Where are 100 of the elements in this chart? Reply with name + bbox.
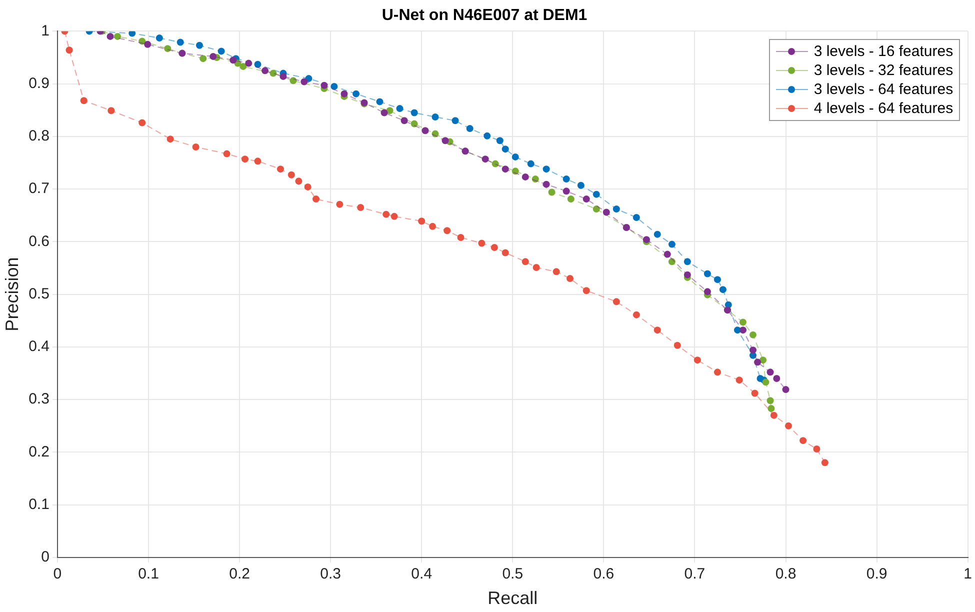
point xyxy=(548,188,556,196)
point xyxy=(376,98,384,106)
point xyxy=(396,105,404,112)
point xyxy=(380,109,388,116)
point xyxy=(502,166,509,173)
point xyxy=(490,244,498,251)
point xyxy=(340,90,348,98)
point xyxy=(759,356,766,364)
point xyxy=(582,287,590,294)
legend-label: 4 levels - 64 features xyxy=(814,100,954,118)
point xyxy=(410,109,418,116)
point xyxy=(108,107,115,114)
point xyxy=(694,356,701,364)
x-tick-label: 0.3 xyxy=(320,566,341,583)
point xyxy=(768,404,775,412)
point xyxy=(390,212,398,220)
point xyxy=(739,318,746,326)
point xyxy=(230,56,237,64)
point xyxy=(784,422,792,430)
point xyxy=(386,107,394,114)
point xyxy=(684,258,691,266)
point xyxy=(66,46,73,54)
point xyxy=(80,97,88,104)
point xyxy=(592,190,600,198)
point xyxy=(612,298,620,306)
point xyxy=(300,78,308,86)
point xyxy=(457,234,464,241)
point xyxy=(664,250,671,258)
legend-label: 3 levels - 16 features xyxy=(814,43,954,60)
x-tick-label: 0.8 xyxy=(775,566,796,583)
point xyxy=(442,137,449,144)
point xyxy=(736,376,743,384)
point xyxy=(280,72,287,80)
y-tick-label: 0.4 xyxy=(28,338,50,356)
point xyxy=(714,276,721,284)
point xyxy=(410,120,418,128)
y-tick-label: 0.9 xyxy=(28,74,50,92)
point xyxy=(270,70,277,77)
point xyxy=(592,206,600,213)
point xyxy=(484,132,491,140)
point xyxy=(800,437,807,444)
point xyxy=(241,156,248,163)
x-tick-label: 0.7 xyxy=(684,566,706,583)
x-tick-label: 1 xyxy=(964,566,972,583)
point xyxy=(739,326,746,334)
point xyxy=(138,119,146,126)
point xyxy=(422,127,429,134)
point xyxy=(602,208,610,216)
point xyxy=(566,275,574,282)
point xyxy=(492,160,499,168)
point xyxy=(552,268,560,276)
point xyxy=(254,158,262,165)
x-tick-label: 0.6 xyxy=(593,566,614,583)
point xyxy=(336,200,344,208)
point xyxy=(164,45,172,52)
point xyxy=(749,346,756,354)
y-tick-label: 0 xyxy=(41,548,50,566)
point xyxy=(542,180,550,188)
point xyxy=(766,397,774,404)
point xyxy=(429,222,436,230)
point xyxy=(668,258,676,266)
point xyxy=(128,31,136,37)
point xyxy=(262,67,269,74)
point xyxy=(754,358,762,366)
point xyxy=(288,171,295,178)
point xyxy=(562,188,570,195)
point xyxy=(320,82,328,89)
point xyxy=(432,113,439,120)
point xyxy=(532,176,539,183)
point xyxy=(114,32,122,40)
point xyxy=(654,326,661,334)
point xyxy=(770,412,778,419)
point xyxy=(582,196,590,203)
y-tick-label: 0.2 xyxy=(28,443,50,460)
point xyxy=(254,60,262,68)
point xyxy=(522,173,529,180)
point xyxy=(156,34,163,42)
point xyxy=(512,153,519,160)
point xyxy=(418,218,426,225)
y-tick-label: 0.7 xyxy=(28,180,50,198)
point xyxy=(330,82,338,90)
legend-label: 3 levels - 32 features xyxy=(814,62,954,80)
point xyxy=(674,342,681,349)
point xyxy=(304,183,312,190)
point xyxy=(532,264,540,271)
y-tick-label: 0.6 xyxy=(28,232,50,250)
point xyxy=(668,240,676,248)
y-axis-title: Precision xyxy=(2,257,22,332)
point xyxy=(766,368,774,376)
point xyxy=(382,210,390,218)
point xyxy=(512,168,519,175)
x-tick-label: 0 xyxy=(53,566,62,583)
point xyxy=(432,130,439,138)
point xyxy=(567,196,574,203)
point xyxy=(452,117,459,124)
point xyxy=(210,52,217,60)
legend-label: 3 levels - 64 features xyxy=(814,81,954,98)
point xyxy=(245,60,252,67)
point xyxy=(196,42,203,49)
point xyxy=(751,390,758,397)
